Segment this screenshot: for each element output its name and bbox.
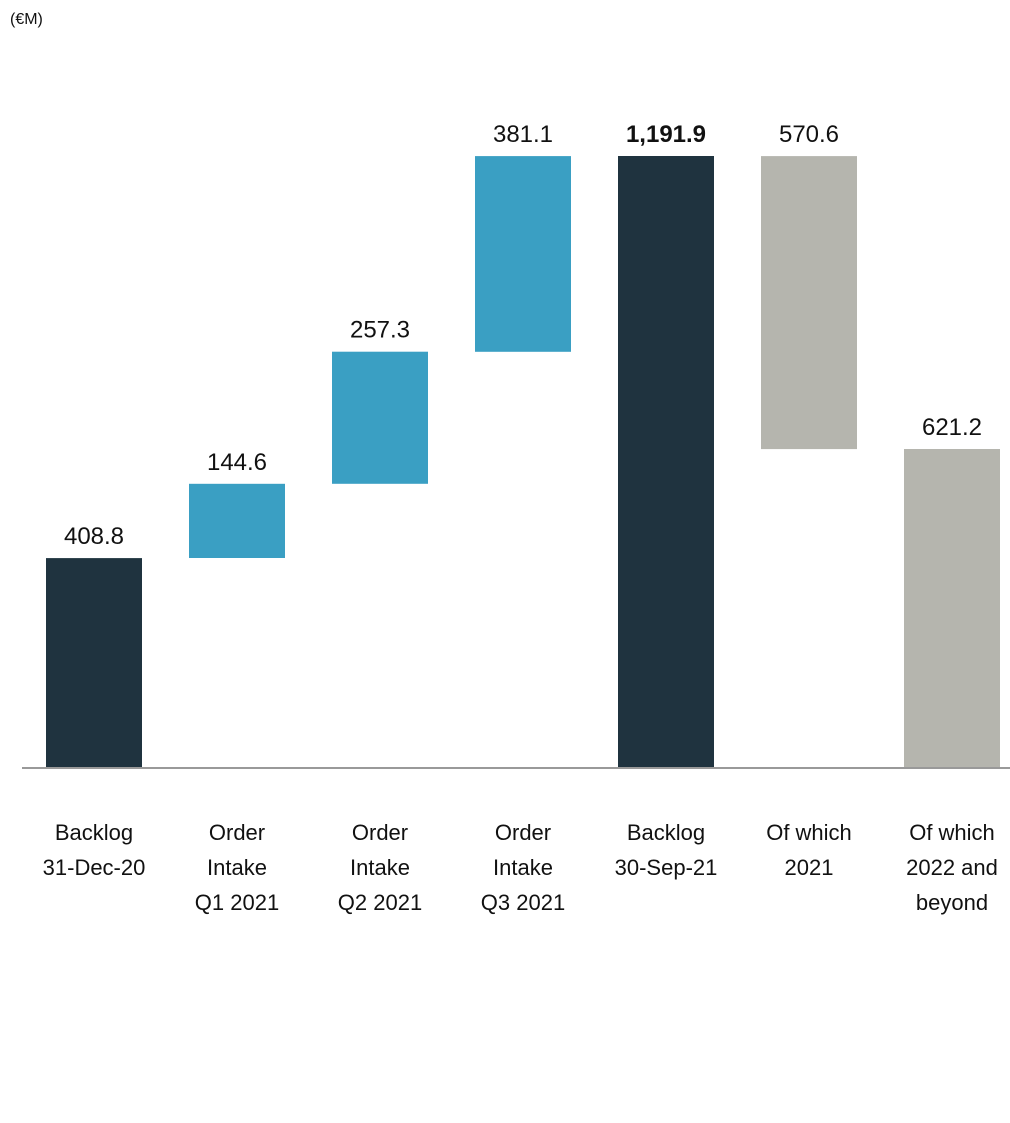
category-line: Q2 2021	[338, 890, 422, 915]
unit-label: (€M)	[10, 11, 43, 28]
category-line: Order	[352, 820, 408, 845]
bar-value-label-6: 570.6	[779, 121, 839, 148]
bars-layer	[46, 156, 1000, 768]
category-line: Intake	[207, 855, 267, 880]
bar-value-label-4: 381.1	[493, 121, 553, 148]
category-line: Q3 2021	[481, 890, 565, 915]
category-line: 31-Dec-20	[43, 855, 146, 880]
category-line: Of which	[766, 820, 852, 845]
category-line: Intake	[350, 855, 410, 880]
bar-5	[618, 156, 714, 768]
category-line: Order	[209, 820, 265, 845]
bar-value-label-7: 621.2	[922, 414, 982, 441]
category-label-2: Order Intake Q1 2021	[195, 820, 279, 915]
category-line: Intake	[493, 855, 553, 880]
bar-4	[475, 156, 571, 352]
category-label-1: Backlog 31-Dec-20	[43, 820, 146, 880]
category-line: Backlog	[55, 820, 133, 845]
category-line: 2021	[785, 855, 834, 880]
category-label-6: Of which 2021	[766, 820, 852, 880]
category-line: Order	[495, 820, 551, 845]
bar-value-label-2: 144.6	[207, 449, 267, 476]
category-line: 30-Sep-21	[615, 855, 718, 880]
category-line: Of which	[909, 820, 995, 845]
category-line: 2022 and	[906, 855, 998, 880]
category-label-7: Of which 2022 and beyond	[906, 820, 998, 915]
category-labels-layer: Backlog 31-Dec-20 Order Intake Q1 2021 Order I…	[43, 820, 998, 915]
category-line: Backlog	[627, 820, 705, 845]
bar-2	[189, 483, 285, 558]
bar-6	[761, 156, 857, 450]
category-label-4: Order Intake Q3 2021	[481, 820, 565, 915]
bar-value-label-5: 1,191.9	[626, 121, 706, 148]
bar-1	[46, 558, 142, 768]
bar-7	[904, 449, 1000, 768]
category-label-5: Backlog 30-Sep-21	[615, 820, 718, 880]
bar-value-label-3: 257.3	[350, 317, 410, 344]
category-line: Q1 2021	[195, 890, 279, 915]
value-labels-layer: 408.8 144.6 257.3 381.1 1,191.9 570.6 621.2	[64, 121, 982, 550]
bar-value-label-1: 408.8	[64, 523, 124, 550]
bar-3	[332, 351, 428, 484]
category-line: beyond	[916, 890, 988, 915]
category-label-3: Order Intake Q2 2021	[338, 820, 422, 915]
